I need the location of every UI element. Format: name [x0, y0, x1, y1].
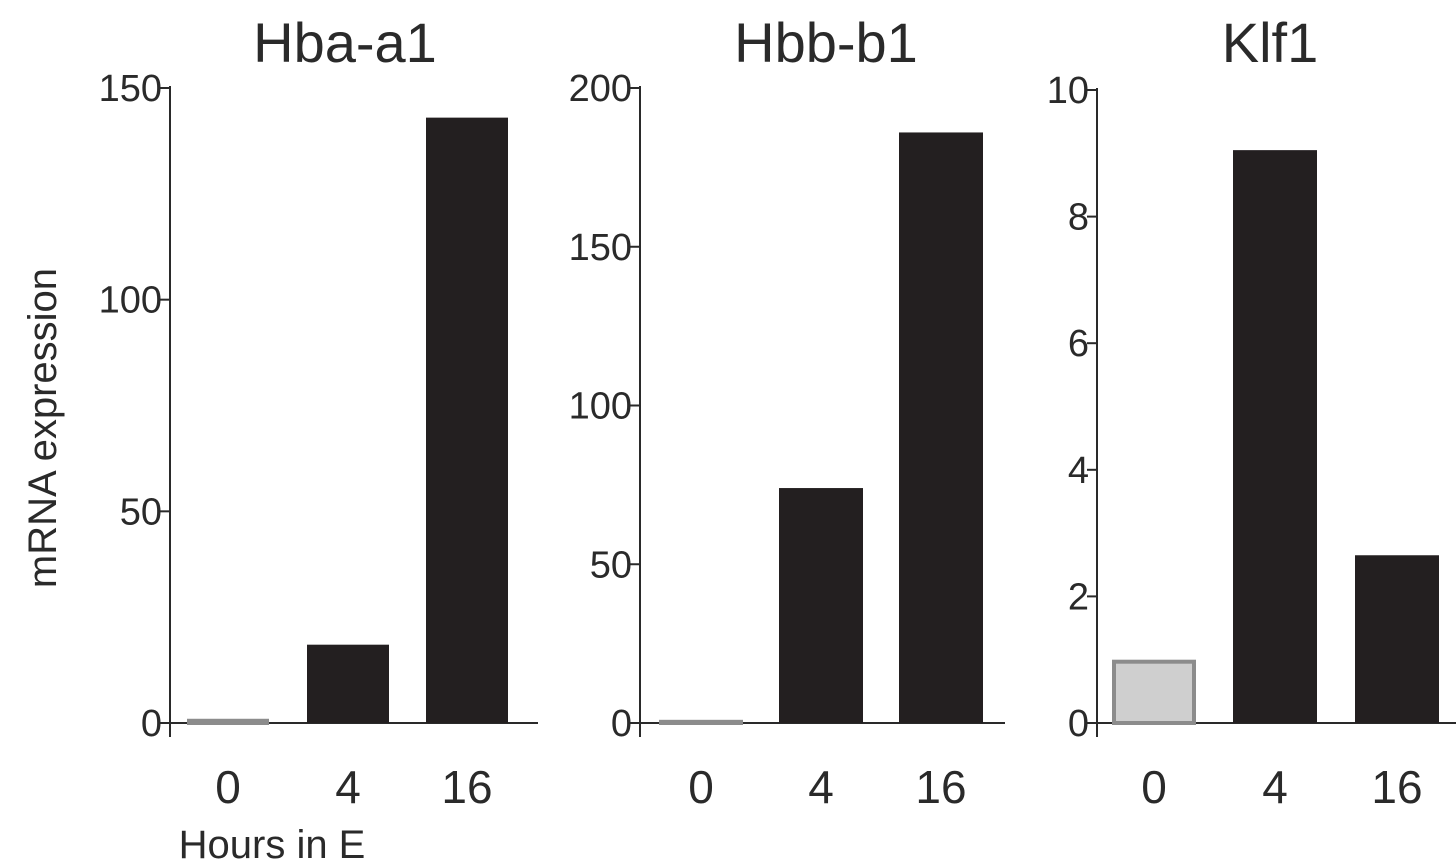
x-axis-label: Hours in E — [179, 823, 366, 864]
bar — [1233, 150, 1317, 723]
panel-hba-a1: Hba-a1 0 50 100 150 0 4 16 — [99, 11, 538, 813]
bar — [779, 488, 863, 723]
panel-klf1: Klf1 0 2 4 6 8 10 0 4 16 — [1047, 11, 1456, 813]
y-tick-label: 0 — [1068, 703, 1089, 745]
x-tick-label: 0 — [688, 761, 714, 813]
y-tick-label: 10 — [1047, 70, 1089, 112]
y-tick-label: 0 — [611, 703, 632, 745]
bar — [899, 132, 983, 723]
y-tick-label: 4 — [1068, 450, 1089, 492]
x-tick-label: 16 — [915, 761, 966, 813]
bar-control — [659, 719, 743, 726]
bar — [426, 117, 508, 724]
y-tick-label: 0 — [141, 703, 162, 745]
x-tick-label: 4 — [1262, 761, 1288, 813]
bar-control — [187, 718, 269, 725]
x-tick-label: 0 — [215, 761, 241, 813]
y-tick-label: 50 — [120, 491, 162, 533]
panel-title: Hbb-b1 — [734, 11, 918, 74]
y-tick-label: 150 — [569, 227, 632, 269]
x-tick-label: 16 — [441, 761, 492, 813]
x-tick-label: 4 — [335, 761, 361, 813]
bar-control — [1112, 659, 1196, 726]
bar — [307, 644, 389, 723]
y-axis-label: mRNA expression — [21, 268, 65, 588]
y-tick-label: 100 — [569, 386, 632, 428]
y-tick-label: 6 — [1068, 323, 1089, 365]
y-tick-label: 150 — [99, 68, 162, 110]
x-tick-label: 16 — [1371, 761, 1422, 813]
y-tick-label: 100 — [99, 280, 162, 322]
y-tick-label: 50 — [590, 544, 632, 586]
y-tick-label: 2 — [1068, 576, 1089, 618]
y-tick-label: 8 — [1068, 197, 1089, 239]
y-tick-label: 200 — [569, 68, 632, 110]
x-tick-label: 4 — [808, 761, 834, 813]
bar — [1355, 555, 1439, 723]
panel-title: Hba-a1 — [253, 11, 437, 74]
panel-hbb-b1: Hbb-b1 0 50 100 150 200 0 4 16 — [569, 11, 1005, 813]
x-tick-label: 0 — [1141, 761, 1167, 813]
panel-title: Klf1 — [1222, 11, 1319, 74]
